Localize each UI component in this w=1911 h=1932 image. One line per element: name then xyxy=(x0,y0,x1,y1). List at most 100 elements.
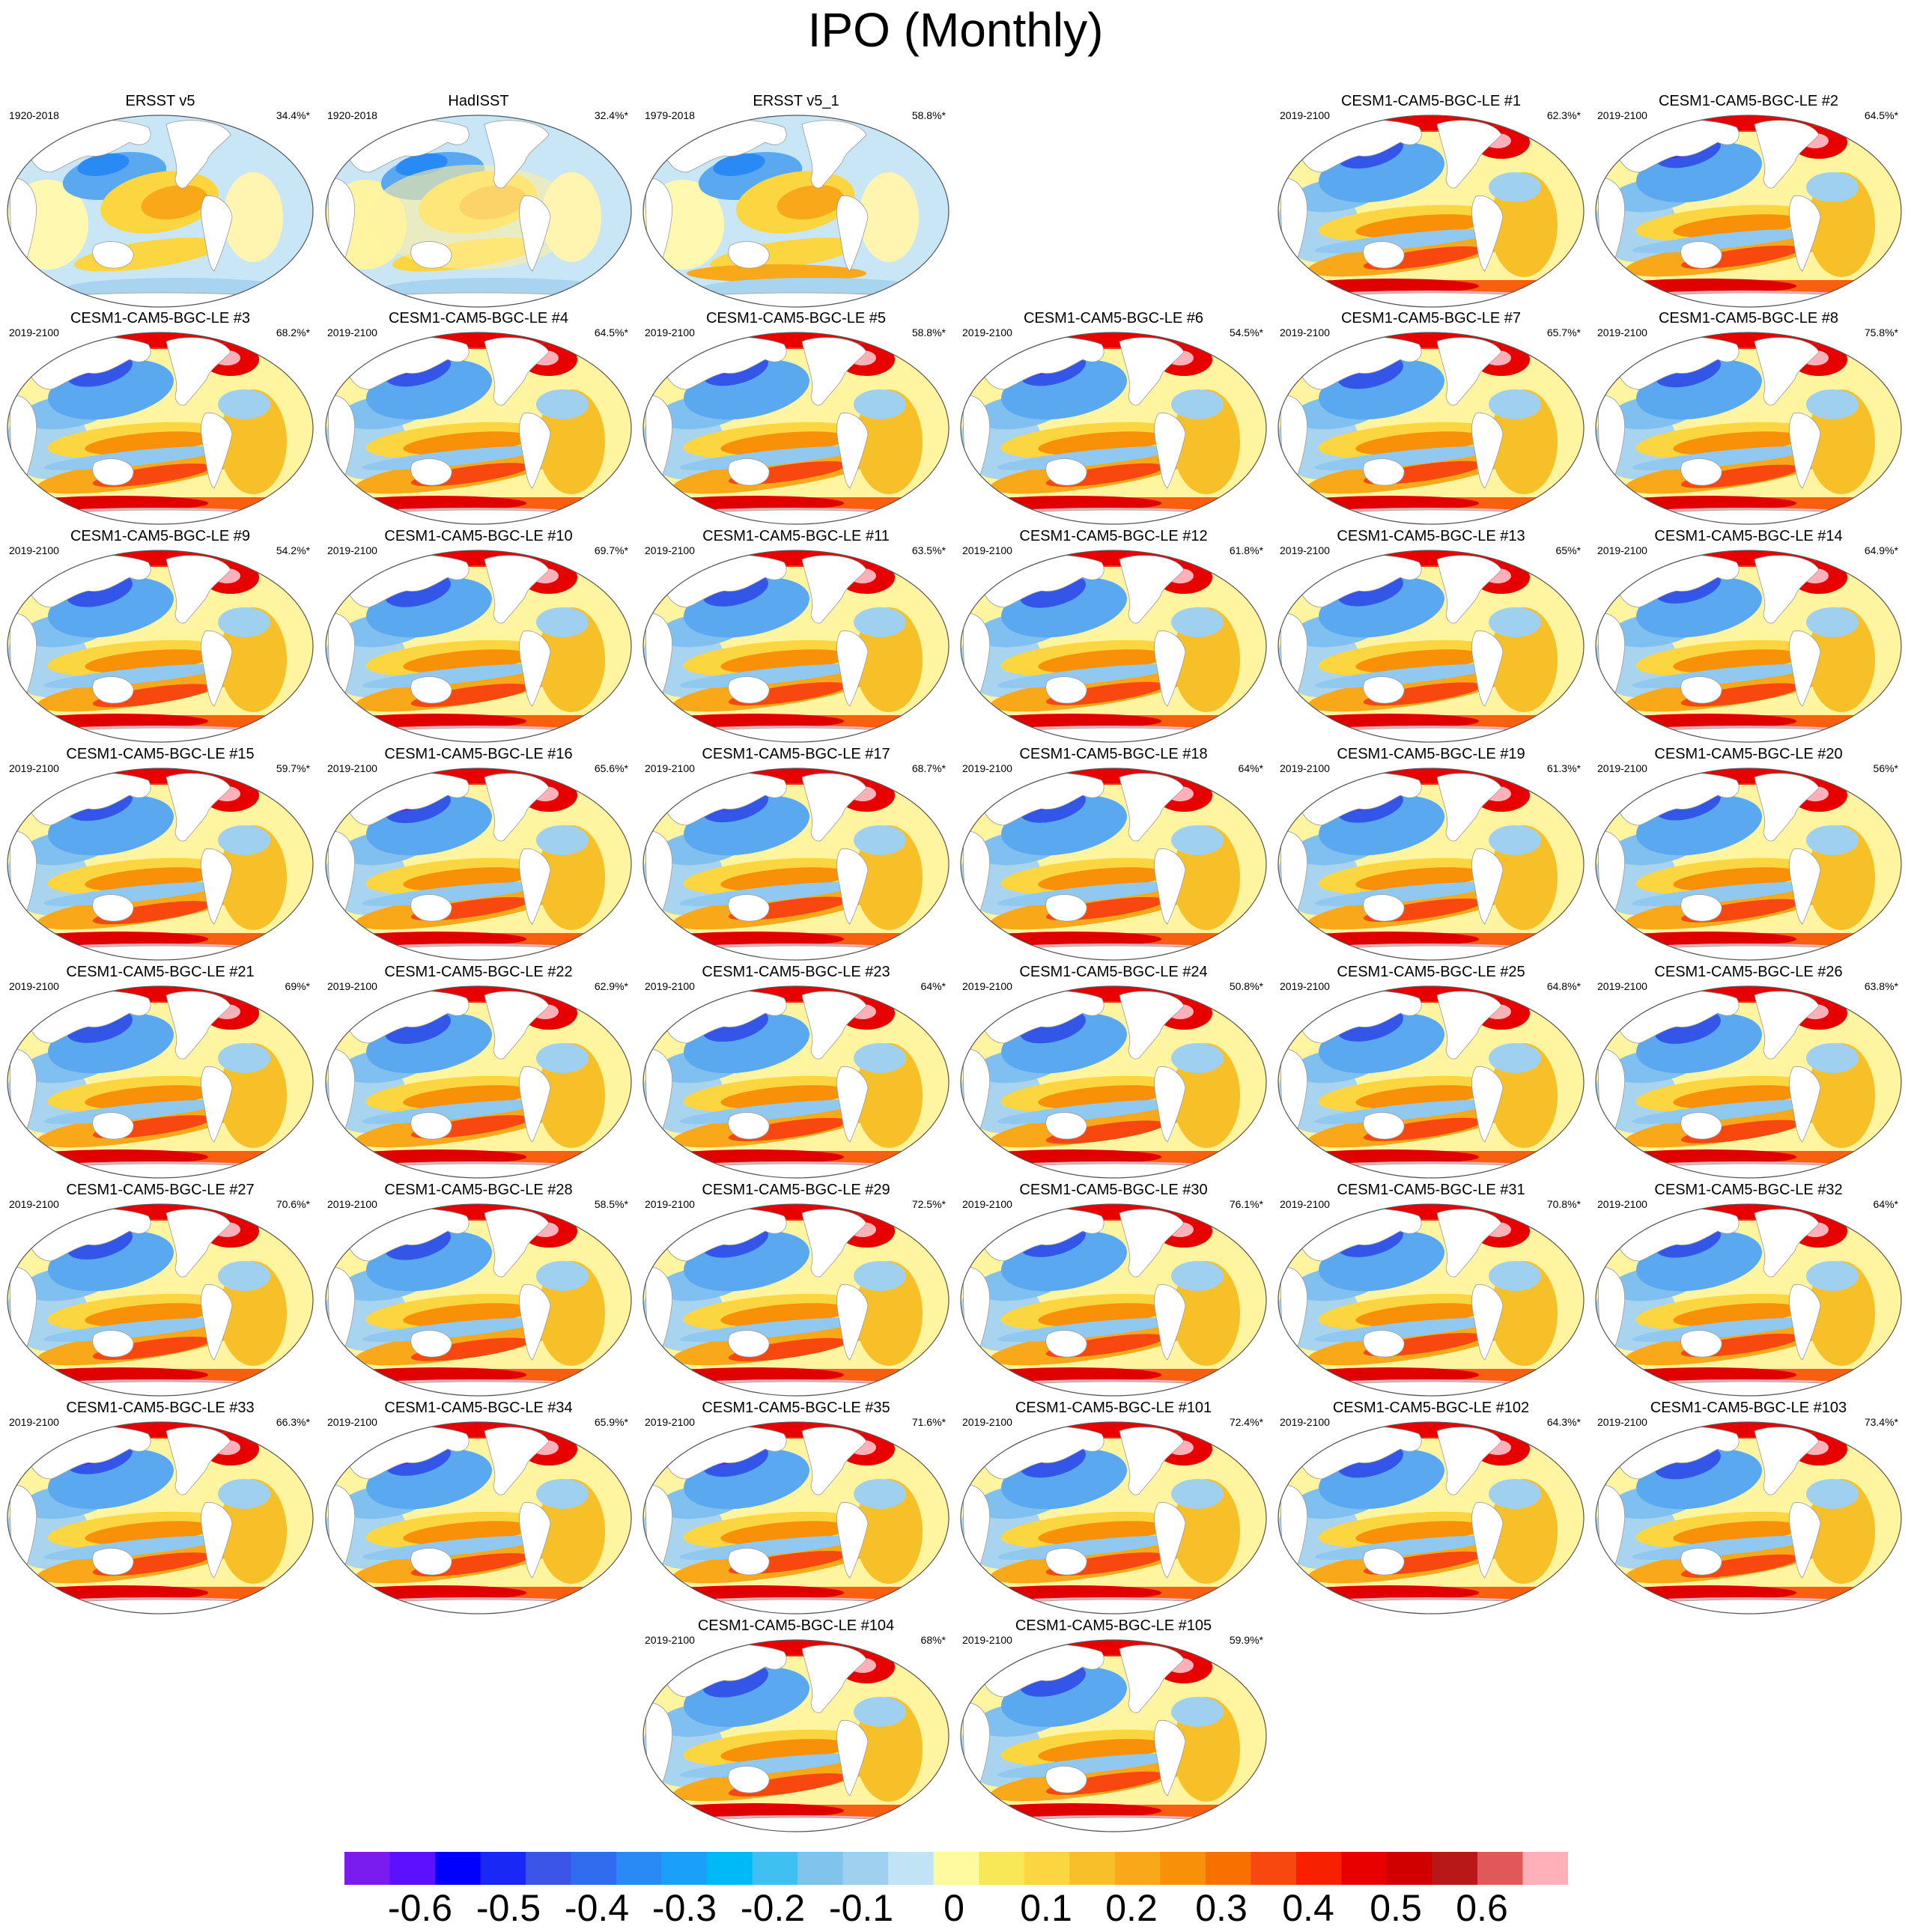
sst-regression-map xyxy=(1277,1203,1585,1397)
panel-title: CESM1-CAM5-BGC-LE #24 xyxy=(1019,964,1208,980)
land-north-america xyxy=(1436,555,1502,624)
colorbar-tick-label: -0.6 xyxy=(387,1887,453,1929)
sst-regression-map xyxy=(7,1421,314,1614)
south-pacific-cool xyxy=(679,1753,859,1778)
land-australia xyxy=(1045,1548,1087,1576)
map-panel: CESM1-CAM5-BGC-LE #103 2019-2100 73.4%* xyxy=(1591,1400,1906,1617)
colorbar-tick-label: -0.4 xyxy=(564,1887,630,1929)
atlantic-mixed xyxy=(859,172,919,262)
colorbar-swatch xyxy=(1024,1852,1070,1885)
sst-regression-map xyxy=(642,115,950,308)
land-south-america xyxy=(519,630,551,707)
south-pacific-cool xyxy=(362,1535,541,1561)
panel-title: CESM1-CAM5-BGC-LE #12 xyxy=(1019,528,1208,544)
south-pacific-cool xyxy=(1632,446,1811,471)
land-australia xyxy=(728,676,770,704)
panel-percentage: 62.3%* xyxy=(1546,109,1581,121)
land-south-america xyxy=(1154,412,1186,489)
panel-period: 1920-2018 xyxy=(327,109,377,121)
atlantic-cool xyxy=(1806,1261,1859,1291)
land-north-america xyxy=(165,120,231,189)
atlantic-cool xyxy=(854,1479,906,1509)
land-north-america xyxy=(165,1209,231,1278)
south-pacific-cool xyxy=(362,1317,541,1343)
map-frame xyxy=(1595,985,1902,1179)
colorbar-swatch xyxy=(480,1852,526,1885)
panel-title: CESM1-CAM5-BGC-LE #19 xyxy=(1337,746,1525,762)
panel-period: 2019-2100 xyxy=(9,326,59,338)
panel-period: 2019-2100 xyxy=(645,1416,695,1428)
panel-period: 2019-2100 xyxy=(1280,762,1330,774)
map-panel: CESM1-CAM5-BGC-LE #102 2019-2100 64.3%* xyxy=(1274,1400,1588,1617)
land-south-america xyxy=(836,630,869,707)
map-frame xyxy=(1277,768,1585,961)
map-panel: CESM1-CAM5-BGC-LE #101 2019-2100 72.4%* xyxy=(956,1400,1271,1617)
panel-title: CESM1-CAM5-BGC-LE #33 xyxy=(66,1400,255,1416)
land-australia xyxy=(1363,458,1405,486)
land-north-america xyxy=(801,120,867,189)
colorbar-tick-label: 0.4 xyxy=(1282,1887,1334,1929)
map-panel: ERSST v5 1920-2018 34.4%* xyxy=(3,93,318,310)
land-north-america xyxy=(801,337,867,406)
atlantic-cool xyxy=(1171,1043,1224,1073)
map-panel: CESM1-CAM5-BGC-LE #105 2019-2100 59.9%* xyxy=(956,1617,1271,1835)
south-pacific-cool xyxy=(1314,663,1494,689)
map-frame xyxy=(1595,1421,1902,1614)
panel-percentage: 72.5%* xyxy=(911,1198,946,1210)
panel-period: 1920-2018 xyxy=(9,109,59,121)
panel-percentage: 61.3%* xyxy=(1546,762,1581,774)
map-panel: CESM1-CAM5-BGC-LE #22 2019-2100 62.9%* xyxy=(321,964,636,1181)
land-australia xyxy=(410,458,452,486)
sst-regression-map xyxy=(642,985,950,1179)
atlantic-cool xyxy=(536,1043,589,1073)
land-australia xyxy=(1045,458,1087,486)
sst-regression-map xyxy=(960,550,1267,743)
atlantic-cool xyxy=(1171,607,1224,637)
panel-percentage: 70.8%* xyxy=(1546,1198,1581,1210)
sst-regression-map xyxy=(325,1203,632,1397)
map-panel: CESM1-CAM5-BGC-LE #14 2019-2100 64.9%* xyxy=(1591,528,1906,745)
map-frame xyxy=(325,768,632,961)
land-south-america xyxy=(201,1501,233,1579)
panel-percentage: 64%* xyxy=(1238,762,1263,774)
land-south-america xyxy=(1789,1066,1821,1143)
map-frame xyxy=(325,985,632,1179)
atlantic-cool xyxy=(1489,1261,1541,1291)
colorbar-swatch xyxy=(842,1852,889,1885)
land-south-america xyxy=(1789,195,1821,272)
panel-percentage: 61.8%* xyxy=(1229,544,1263,556)
panel-title: CESM1-CAM5-BGC-LE #10 xyxy=(384,528,573,544)
atlantic-cool xyxy=(1806,172,1859,202)
land-australia xyxy=(1045,894,1087,922)
panel-title: CESM1-CAM5-BGC-LE #3 xyxy=(70,310,251,326)
panel-period: 2019-2100 xyxy=(962,980,1012,992)
land-australia xyxy=(1680,1112,1722,1140)
map-panel: CESM1-CAM5-BGC-LE #1 2019-2100 62.3%* xyxy=(1274,93,1588,310)
panel-title: CESM1-CAM5-BGC-LE #9 xyxy=(70,528,251,544)
land-south-america xyxy=(1471,848,1504,925)
sst-regression-map xyxy=(1277,332,1585,525)
panel-percentage: 50.8%* xyxy=(1229,980,1263,992)
panel-period: 2019-2100 xyxy=(962,1198,1012,1210)
land-australia xyxy=(728,894,770,922)
colorbar-swatch xyxy=(344,1852,391,1885)
south-pacific-cool xyxy=(43,881,223,907)
map-panel: CESM1-CAM5-BGC-LE #15 2019-2100 59.7%* xyxy=(3,746,318,963)
south-pacific-cool xyxy=(1632,1317,1811,1343)
map-panel: CESM1-CAM5-BGC-LE #28 2019-2100 58.5%* xyxy=(321,1182,636,1399)
land-north-america xyxy=(801,773,867,842)
sst-regression-map xyxy=(1595,1203,1902,1397)
land-australia xyxy=(410,676,452,704)
panel-period: 2019-2100 xyxy=(327,1198,377,1210)
map-frame xyxy=(7,768,314,961)
sst-regression-map xyxy=(642,1639,950,1832)
sst-regression-map xyxy=(1277,550,1585,743)
land-north-america xyxy=(1119,991,1185,1060)
panel-title: CESM1-CAM5-BGC-LE #25 xyxy=(1337,964,1525,980)
atlantic-cool xyxy=(1171,1697,1224,1727)
sst-regression-map xyxy=(325,1421,632,1614)
land-south-america xyxy=(1789,630,1821,707)
atlantic-cool xyxy=(1171,1261,1224,1291)
south-pacific-cool xyxy=(997,1535,1176,1561)
panel-title: CESM1-CAM5-BGC-LE #18 xyxy=(1019,746,1208,762)
